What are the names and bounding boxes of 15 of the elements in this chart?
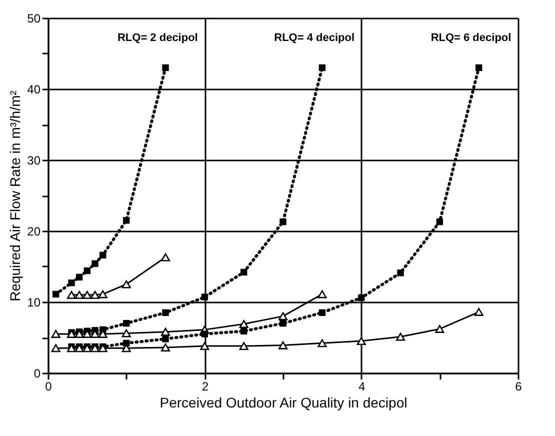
y-tick-label: 10 [27,296,41,310]
y-tick-label: 40 [27,82,41,96]
annotation: RLQ= 6 decipol [430,32,512,44]
x-tick-label: 0 [45,380,52,394]
x-tick-label: 2 [202,380,209,394]
y-tick-label: 30 [27,154,41,168]
y-tick-label: 0 [34,366,41,380]
y-axis-title: Required Air Flow Rate in m³/h/m² [7,90,24,302]
x-axis-title: Perceived Outdoor Air Quality in decipol [160,394,408,410]
y-tick-label: 20 [27,224,41,238]
x-tick-label: 4 [358,380,366,394]
annotation: RLQ= 2 decipol [117,32,198,44]
y-tick-label: 50 [27,12,41,26]
x-tick-label: 6 [515,380,522,394]
annotation: RLQ= 4 decipol [274,32,355,44]
